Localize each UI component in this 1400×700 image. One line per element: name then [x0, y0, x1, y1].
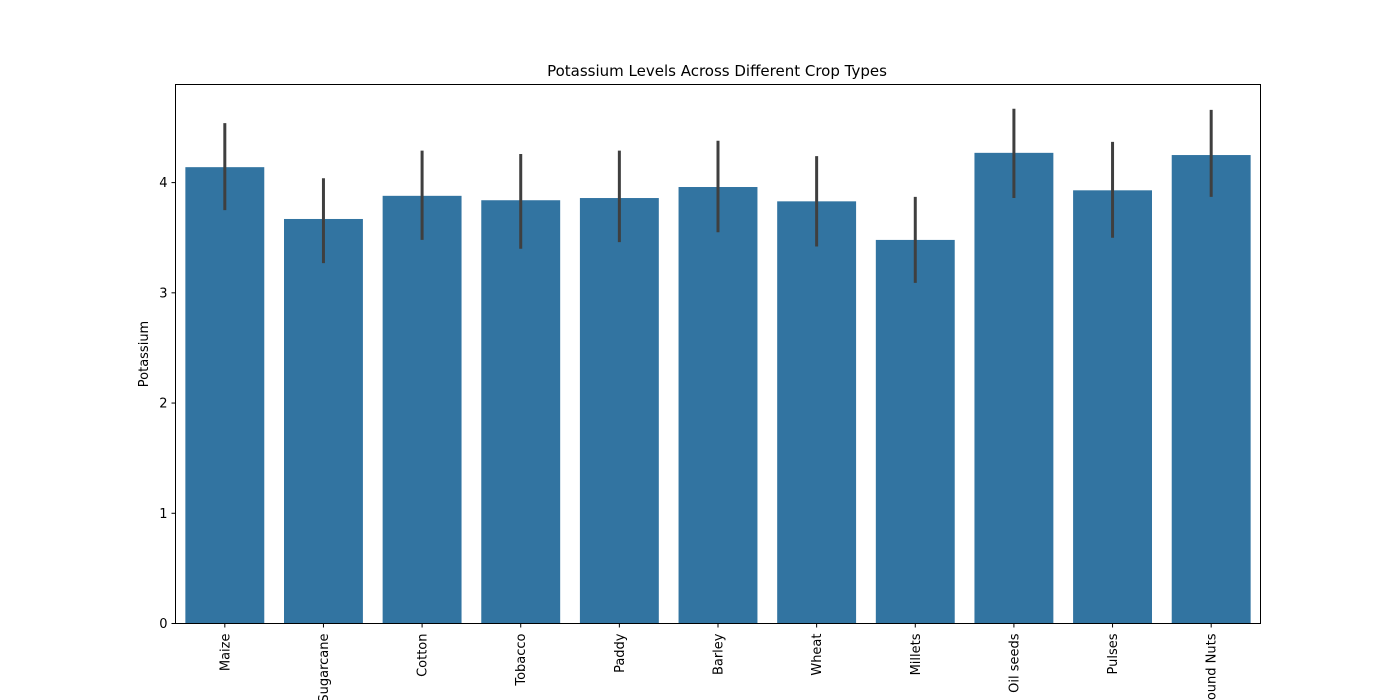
x-tick-label: Millets	[909, 633, 924, 675]
bars-group	[185, 152, 1251, 624]
x-tick-label: Tobacco	[514, 633, 529, 686]
x-tick-label: Paddy	[613, 633, 628, 673]
x-tick-label: Sugarcane	[317, 634, 332, 700]
x-tick-label: Barley	[712, 633, 727, 675]
x-axis: Maize Sugarcane Cotton Tobacco Paddy Barley Wh…	[218, 623, 1220, 700]
bar	[481, 200, 561, 624]
y-tick-label: 1	[159, 507, 167, 522]
x-tick-label: Pulses	[1106, 633, 1121, 674]
bar	[284, 218, 363, 624]
bar	[1073, 190, 1152, 624]
y-axis: 0 1 2 3 4	[159, 176, 176, 632]
bar	[777, 201, 857, 624]
bar	[579, 198, 659, 624]
error-bars-group	[223, 108, 1213, 283]
chart-title: Potassium Levels Across Different Crop T…	[547, 62, 887, 80]
bar	[974, 152, 1054, 624]
y-tick-label: 4	[159, 176, 167, 191]
bar	[185, 167, 265, 624]
x-tick-label: Ground Nuts	[1205, 633, 1220, 700]
x-tick-label: Oil seeds	[1007, 633, 1022, 693]
bar	[382, 195, 462, 624]
plot-frame	[175, 84, 1261, 624]
y-tick-label: 0	[159, 617, 167, 632]
y-axis-label: Potassium	[137, 321, 152, 387]
y-tick-label: 2	[159, 397, 167, 412]
bar	[875, 239, 955, 624]
bar	[678, 187, 758, 624]
x-tick-label: Wheat	[810, 634, 825, 676]
bar	[1171, 155, 1251, 624]
x-tick-label: Cotton	[416, 634, 431, 677]
x-tick-label: Maize	[218, 634, 233, 672]
y-tick-label: 3	[159, 286, 167, 301]
